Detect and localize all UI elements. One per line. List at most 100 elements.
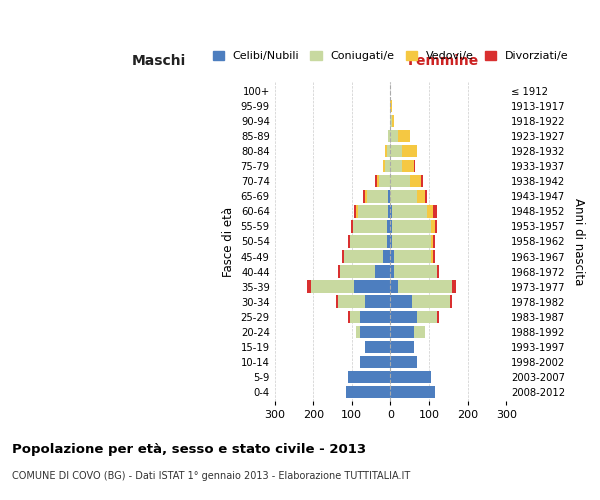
Bar bbox=[435, 220, 437, 232]
Bar bbox=[356, 326, 359, 338]
Bar bbox=[391, 145, 402, 158]
Bar bbox=[337, 296, 338, 308]
Bar bbox=[391, 175, 410, 188]
Bar bbox=[391, 370, 431, 383]
Bar bbox=[348, 370, 391, 383]
Bar bbox=[391, 340, 413, 353]
Bar bbox=[386, 145, 391, 158]
Bar bbox=[398, 130, 410, 142]
Bar bbox=[388, 205, 391, 218]
Bar bbox=[410, 175, 421, 188]
Bar bbox=[391, 130, 398, 142]
Bar bbox=[391, 326, 413, 338]
Bar bbox=[338, 296, 365, 308]
Bar bbox=[383, 160, 385, 172]
Y-axis label: Fasce di età: Fasce di età bbox=[222, 206, 235, 276]
Bar bbox=[388, 130, 391, 142]
Bar bbox=[342, 250, 344, 262]
Bar bbox=[433, 250, 435, 262]
Bar bbox=[350, 236, 386, 248]
Bar bbox=[353, 220, 388, 232]
Bar bbox=[433, 236, 435, 248]
Bar bbox=[392, 220, 431, 232]
Bar bbox=[413, 326, 425, 338]
Bar bbox=[437, 310, 439, 323]
Bar bbox=[365, 190, 367, 202]
Bar bbox=[383, 250, 391, 262]
Bar bbox=[375, 175, 377, 188]
Bar bbox=[394, 266, 437, 278]
Bar bbox=[356, 205, 358, 218]
Y-axis label: Anni di nascita: Anni di nascita bbox=[572, 198, 585, 285]
Bar bbox=[386, 236, 391, 248]
Bar bbox=[350, 310, 359, 323]
Bar bbox=[412, 296, 450, 308]
Bar bbox=[437, 266, 439, 278]
Bar bbox=[307, 280, 311, 293]
Bar bbox=[452, 280, 456, 293]
Bar bbox=[418, 310, 437, 323]
Bar bbox=[402, 160, 413, 172]
Bar bbox=[367, 190, 388, 202]
Bar bbox=[421, 175, 423, 188]
Bar bbox=[391, 160, 402, 172]
Bar bbox=[344, 250, 383, 262]
Bar bbox=[364, 190, 365, 202]
Bar bbox=[391, 100, 392, 112]
Bar bbox=[413, 160, 415, 172]
Bar bbox=[391, 266, 394, 278]
Bar bbox=[391, 356, 418, 368]
Bar bbox=[359, 356, 391, 368]
Bar bbox=[340, 266, 375, 278]
Bar bbox=[391, 205, 392, 218]
Bar bbox=[391, 220, 392, 232]
Bar bbox=[402, 145, 418, 158]
Bar bbox=[385, 145, 386, 158]
Bar bbox=[391, 250, 394, 262]
Bar bbox=[365, 296, 391, 308]
Bar bbox=[391, 386, 435, 398]
Bar bbox=[418, 190, 425, 202]
Text: Popolazione per età, sesso e stato civile - 2013: Popolazione per età, sesso e stato civil… bbox=[12, 442, 366, 456]
Bar bbox=[450, 296, 452, 308]
Bar bbox=[391, 115, 392, 128]
Bar bbox=[338, 266, 340, 278]
Bar bbox=[354, 280, 391, 293]
Bar bbox=[391, 236, 392, 248]
Bar bbox=[379, 175, 391, 188]
Bar bbox=[398, 280, 452, 293]
Bar bbox=[425, 190, 427, 202]
Bar bbox=[348, 236, 350, 248]
Text: COMUNE DI COVO (BG) - Dati ISTAT 1° gennaio 2013 - Elaborazione TUTTITALIA.IT: COMUNE DI COVO (BG) - Dati ISTAT 1° genn… bbox=[12, 471, 410, 481]
Bar bbox=[377, 175, 379, 188]
Bar bbox=[358, 205, 388, 218]
Bar bbox=[431, 250, 433, 262]
Bar bbox=[433, 205, 437, 218]
Bar bbox=[365, 340, 391, 353]
Bar bbox=[375, 266, 391, 278]
Bar bbox=[388, 190, 391, 202]
Bar bbox=[346, 386, 391, 398]
Text: Femmine: Femmine bbox=[408, 54, 479, 68]
Bar bbox=[359, 326, 391, 338]
Bar bbox=[391, 310, 418, 323]
Bar bbox=[350, 220, 353, 232]
Bar bbox=[391, 296, 412, 308]
Bar bbox=[354, 205, 356, 218]
Legend: Celibi/Nubili, Coniugati/e, Vedovi/e, Divorziati/e: Celibi/Nubili, Coniugati/e, Vedovi/e, Di… bbox=[208, 46, 572, 66]
Bar bbox=[311, 280, 354, 293]
Bar bbox=[348, 310, 350, 323]
Bar bbox=[359, 310, 391, 323]
Bar bbox=[427, 205, 433, 218]
Bar bbox=[431, 236, 433, 248]
Bar bbox=[392, 205, 427, 218]
Bar bbox=[391, 190, 418, 202]
Text: Maschi: Maschi bbox=[132, 54, 186, 68]
Bar bbox=[385, 160, 391, 172]
Bar bbox=[391, 280, 398, 293]
Bar bbox=[392, 236, 431, 248]
Bar bbox=[394, 250, 431, 262]
Bar bbox=[392, 115, 394, 128]
Bar bbox=[388, 220, 391, 232]
Bar bbox=[431, 220, 435, 232]
